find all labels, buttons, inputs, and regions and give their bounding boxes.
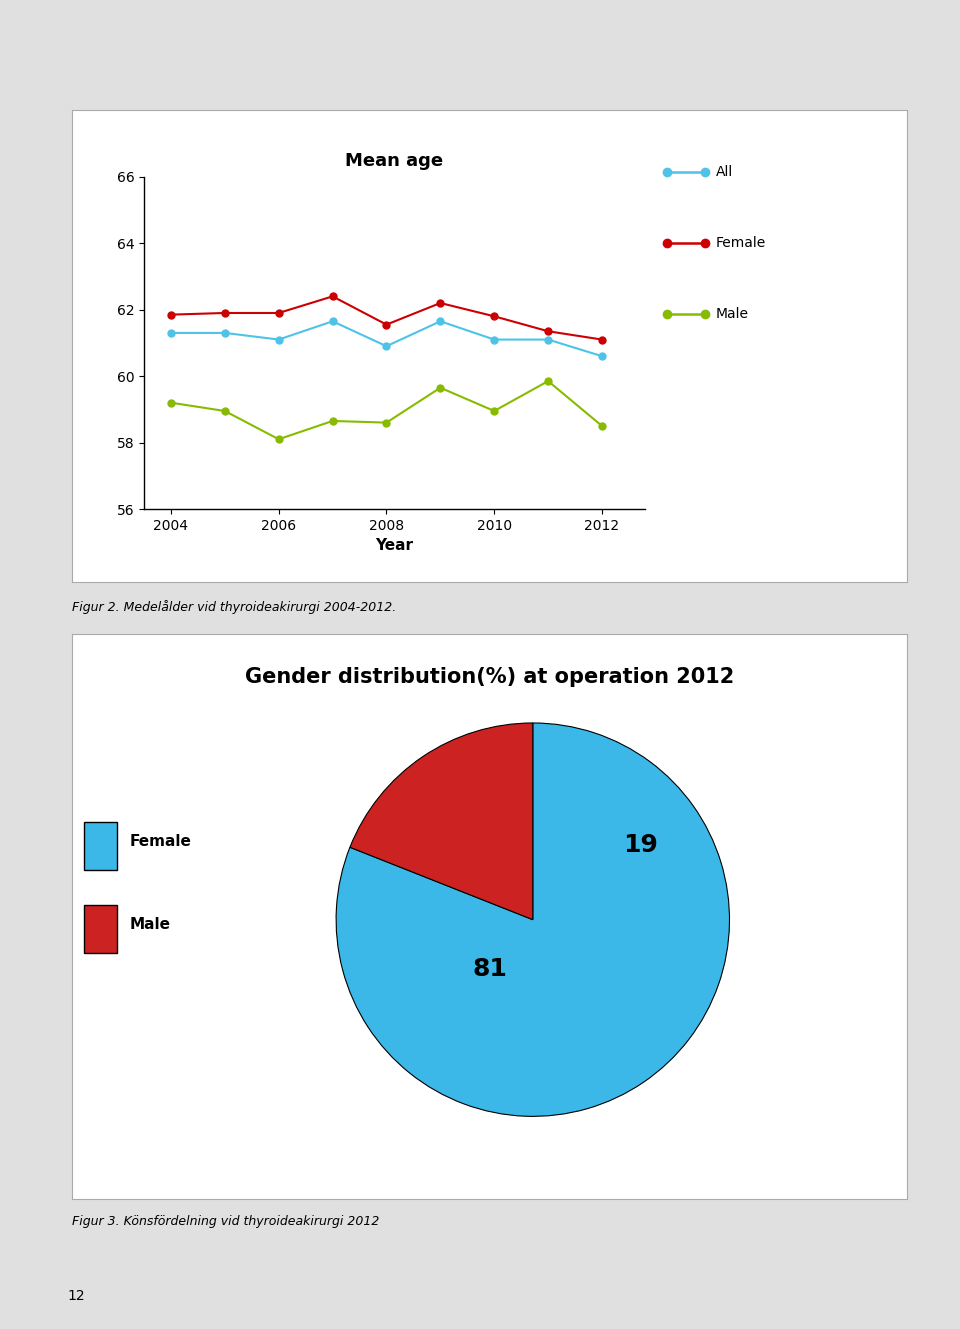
Wedge shape [350, 723, 533, 920]
Text: 19: 19 [624, 833, 659, 857]
Text: Male: Male [130, 917, 171, 932]
Text: All: All [715, 165, 732, 178]
Title: Mean age: Mean age [346, 152, 444, 170]
FancyBboxPatch shape [84, 905, 117, 953]
Text: 81: 81 [472, 957, 507, 981]
Wedge shape [336, 723, 730, 1116]
FancyBboxPatch shape [84, 823, 117, 870]
X-axis label: Year: Year [375, 538, 414, 553]
Text: Male: Male [715, 307, 749, 322]
Text: Female: Female [130, 835, 191, 849]
Text: Figur 3. Könsfördelning vid thyroideakirurgi 2012: Figur 3. Könsfördelning vid thyroideakir… [72, 1215, 379, 1228]
Text: 12: 12 [67, 1289, 84, 1302]
Text: Gender distribution(%) at operation 2012: Gender distribution(%) at operation 2012 [245, 667, 734, 687]
Text: Figur 2. Medelålder vid thyroideakirurgi 2004-2012.: Figur 2. Medelålder vid thyroideakirurgi… [72, 601, 396, 614]
Text: Female: Female [715, 237, 766, 250]
